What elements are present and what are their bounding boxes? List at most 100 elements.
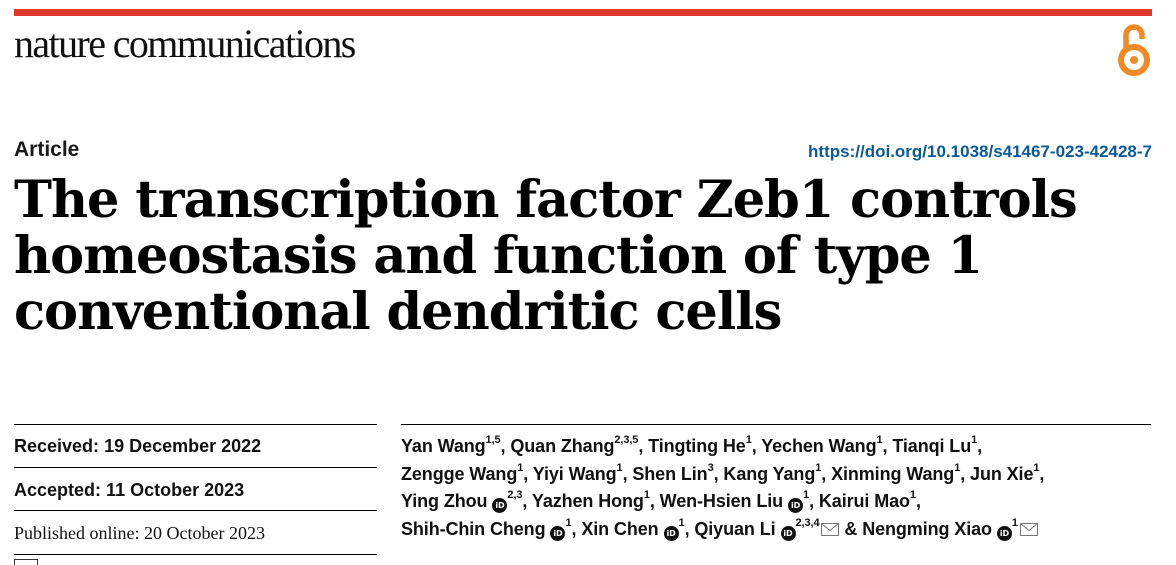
- divider: [14, 424, 377, 425]
- author-separator: ,: [915, 491, 921, 511]
- author-name: Yan Wang: [401, 436, 486, 456]
- article-type: Article: [14, 138, 80, 161]
- author-separator: ,: [882, 436, 888, 456]
- accepted-date: Accepted: 11 October 2023: [14, 480, 244, 501]
- title-line: The transcription factor Zeb1 controls: [14, 170, 1078, 230]
- author-affiliation: 1: [745, 434, 752, 446]
- title-line: homeostasis and function of type 1: [14, 226, 983, 286]
- orcid-icon[interactable]: iD: [663, 525, 679, 541]
- author[interactable]: Qiyuan Li iD2,3,4: [694, 516, 820, 541]
- open-access-icon[interactable]: [1114, 18, 1154, 78]
- published-label: Published online:: [14, 523, 140, 543]
- author[interactable]: Yechen Wang1: [761, 434, 883, 457]
- author[interactable]: Yan Wang1,5: [401, 434, 501, 457]
- author-name: Xinming Wang: [831, 463, 955, 484]
- author-affiliation: 1: [971, 434, 978, 446]
- author-separator: ,: [500, 436, 506, 456]
- author-name: Shih-Chin Cheng: [401, 518, 546, 539]
- author-separator: ,: [649, 491, 655, 511]
- author-affiliation: 1: [565, 516, 572, 529]
- author-name: Ying Zhou: [401, 491, 488, 511]
- author[interactable]: Zengge Wang1: [401, 461, 524, 484]
- author-separator: ,: [523, 463, 529, 484]
- published-date: Published online: 20 October 2023: [14, 523, 265, 544]
- orcid-icon[interactable]: iD: [996, 525, 1012, 541]
- author-separator: ,: [622, 463, 628, 484]
- accepted-label: Accepted:: [14, 480, 102, 500]
- author[interactable]: Wen-Hsien Liu iD1: [659, 489, 810, 513]
- author-affiliation: 1: [1033, 461, 1040, 474]
- author-affiliation: 1: [517, 461, 524, 474]
- accepted-value: 11 October 2023: [106, 480, 245, 500]
- doi-link[interactable]: https://doi.org/10.1038/s41467-023-42428…: [808, 142, 1152, 161]
- author-name: Tianqi Lu: [892, 436, 972, 456]
- author-affiliation: 1: [954, 461, 961, 474]
- author-separator: ,: [713, 463, 719, 484]
- author[interactable]: Yazhen Hong1: [531, 489, 650, 512]
- title-line: conventional dendritic cells: [14, 282, 782, 342]
- orcid-icon[interactable]: iD: [550, 525, 566, 541]
- envelope-icon[interactable]: [1019, 522, 1038, 536]
- author-name: Jun Xie: [970, 463, 1034, 484]
- author[interactable]: Xinming Wang1: [831, 461, 961, 484]
- author[interactable]: Kairui Mao1: [818, 490, 916, 512]
- author-name: Shen Lin: [632, 463, 708, 484]
- orcid-icon[interactable]: iD: [492, 498, 508, 513]
- author-name: Yiyi Wang: [532, 463, 617, 484]
- author-name: Quan Zhang: [510, 436, 615, 456]
- journal-color-bar: [14, 9, 1152, 16]
- author[interactable]: Nengming Xiao iD1: [862, 516, 1018, 541]
- author-list: Yan Wang1,5, Quan Zhang2,3,5, Tingting H…: [401, 433, 1151, 543]
- author[interactable]: Kang Yang1: [723, 462, 821, 484]
- article-title: The transcription factor Zeb1 controls h…: [14, 172, 1134, 340]
- journal-name: nature communications: [14, 21, 356, 66]
- author-affiliation: 3: [707, 461, 714, 474]
- author-name: Zengge Wang: [401, 463, 518, 484]
- author-separator: ,: [571, 518, 577, 539]
- orcid-icon[interactable]: iD: [788, 498, 804, 513]
- author-name: Kang Yang: [723, 463, 816, 484]
- author-name: Wen-Hsien Liu: [659, 491, 784, 511]
- envelope-icon[interactable]: [821, 522, 840, 536]
- author-affiliation: 1: [643, 489, 650, 501]
- divider: [14, 510, 377, 511]
- author[interactable]: Jun Xie1: [970, 461, 1040, 484]
- author-name: Kairui Mao: [818, 491, 910, 511]
- author[interactable]: Xin Chen iD1: [581, 517, 685, 541]
- received-date: Received: 19 December 2022: [14, 436, 261, 457]
- author-name: Xin Chen: [581, 518, 659, 539]
- author-name: Tingting He: [648, 436, 746, 456]
- author-separator: ,: [638, 436, 644, 456]
- author-separator: ,: [977, 436, 983, 456]
- author-affiliation: 2,3,5: [614, 434, 639, 446]
- author[interactable]: Ying Zhou iD2,3: [401, 489, 523, 513]
- received-value: 19 December 2022: [104, 436, 262, 456]
- author-separator: ,: [821, 463, 827, 484]
- author-name: Yechen Wang: [761, 436, 877, 456]
- author-separator: ,: [809, 491, 814, 511]
- author-affiliation: 2,3: [507, 489, 523, 501]
- author-separator: ,: [960, 463, 966, 484]
- author-affiliation: 1: [1011, 516, 1018, 529]
- author-separator: ,: [1039, 463, 1045, 484]
- author[interactable]: Tianqi Lu1: [892, 434, 978, 457]
- divider: [14, 467, 377, 468]
- author-name: Qiyuan Li: [694, 518, 776, 539]
- author[interactable]: Yiyi Wang1: [532, 461, 623, 484]
- author[interactable]: Quan Zhang2,3,5: [510, 434, 639, 457]
- author-affiliation: 2,3,4: [795, 516, 820, 529]
- checkbox-icon: [14, 559, 38, 565]
- author[interactable]: Shih-Chin Cheng iD1: [401, 516, 572, 541]
- author-affiliation: 1,5: [485, 434, 501, 446]
- author-name: Nengming Xiao: [862, 518, 992, 539]
- author[interactable]: Shen Lin3: [632, 461, 714, 484]
- orcid-icon[interactable]: iD: [780, 525, 796, 541]
- author-affiliation: 1: [803, 489, 810, 501]
- author-affiliation: 1: [616, 461, 623, 474]
- published-value: 20 October 2023: [144, 523, 265, 543]
- author-separator: ,: [684, 518, 690, 539]
- author-affiliation: 1: [876, 434, 883, 446]
- divider: [401, 424, 1151, 425]
- author-name: Yazhen Hong: [531, 491, 644, 511]
- author[interactable]: Tingting He1: [648, 434, 752, 457]
